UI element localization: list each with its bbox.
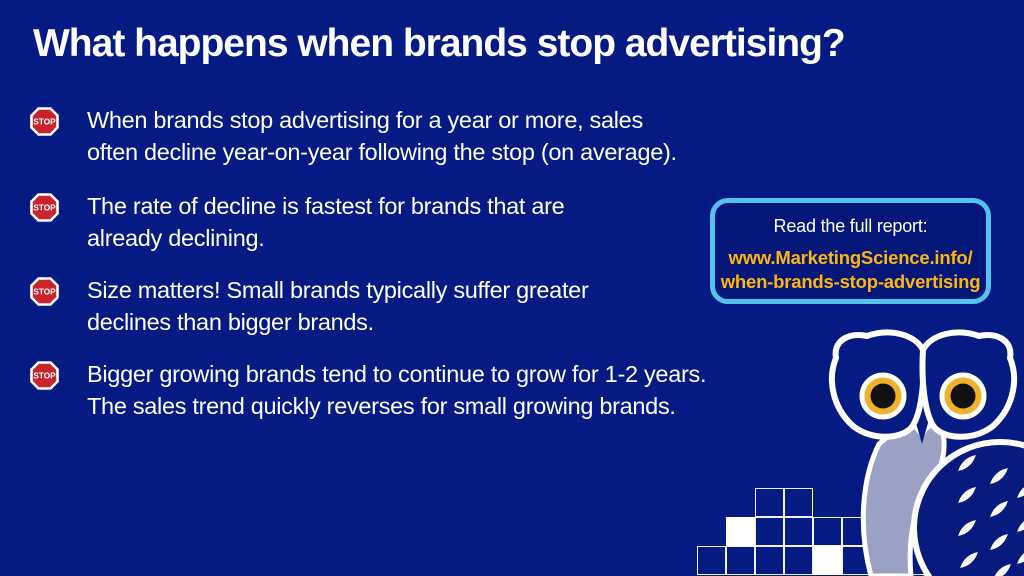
stop-sign-label: STOP: [33, 204, 56, 213]
pixel-cell: [726, 517, 755, 546]
bullet-text: The rate of decline is fastest for brand…: [87, 190, 565, 254]
stop-sign-label: STOP: [33, 372, 56, 381]
bullet-line: declines than bigger brands.: [87, 309, 374, 335]
bullet-item: STOP When brands stop advertising for a …: [30, 104, 677, 168]
stop-sign-label: STOP: [33, 288, 56, 297]
bullet-line: The rate of decline is fastest for brand…: [87, 193, 565, 219]
bullet-item: STOP Size matters! Small brands typicall…: [30, 274, 589, 338]
pixel-cell: [755, 488, 784, 517]
pixel-cell: [784, 488, 813, 517]
bullet-text: Size matters! Small brands typically suf…: [87, 274, 589, 338]
report-url-line[interactable]: www.MarketingScience.info/: [728, 247, 973, 268]
bullet-text: When brands stop advertising for a year …: [87, 104, 677, 168]
pixel-cell: [697, 546, 726, 575]
pixel-cell: [784, 517, 813, 546]
report-url-line[interactable]: when-brands-stop-advertising: [720, 271, 981, 292]
owl-feathers: [958, 454, 1024, 576]
pixel-cell: [726, 546, 755, 575]
bullet-line: often decline year-on-year following the…: [87, 139, 677, 165]
bullet-item: STOP The rate of decline is fastest for …: [30, 190, 565, 254]
report-callout: Read the full report: www.MarketingScien…: [710, 198, 991, 304]
report-url-link[interactable]: www.MarketingScience.info/ when-brands-s…: [715, 246, 986, 294]
bullet-line: Size matters! Small brands typically suf…: [87, 277, 589, 303]
stop-sign-label: STOP: [33, 118, 56, 127]
callout-heading: Read the full report:: [773, 216, 928, 236]
pixel-cell: [784, 546, 813, 575]
pixel-cell: [755, 517, 784, 546]
pixel-cell: [813, 546, 842, 575]
bullet-line: already declining.: [87, 225, 265, 251]
stop-sign-icon: STOP: [30, 107, 59, 136]
bullet-item: STOP Bigger growing brands tend to conti…: [30, 358, 706, 422]
bullet-line: When brands stop advertising for a year …: [87, 107, 643, 133]
stop-sign-icon: STOP: [30, 361, 59, 390]
bullet-line: The sales trend quickly reverses for sma…: [87, 393, 676, 419]
bullet-line: Bigger growing brands tend to continue t…: [87, 361, 707, 387]
footer: University of South Australia Ehrenberg-…: [0, 450, 420, 576]
owl-illustration: [828, 329, 1024, 576]
pixel-cell: [755, 546, 784, 575]
pixel-cell: [813, 517, 842, 546]
page-title: What happens when brands stop advertisin…: [33, 22, 846, 65]
bullet-text: Bigger growing brands tend to continue t…: [87, 358, 706, 422]
stop-sign-icon: STOP: [30, 277, 59, 306]
stop-sign-icon: STOP: [30, 193, 59, 222]
